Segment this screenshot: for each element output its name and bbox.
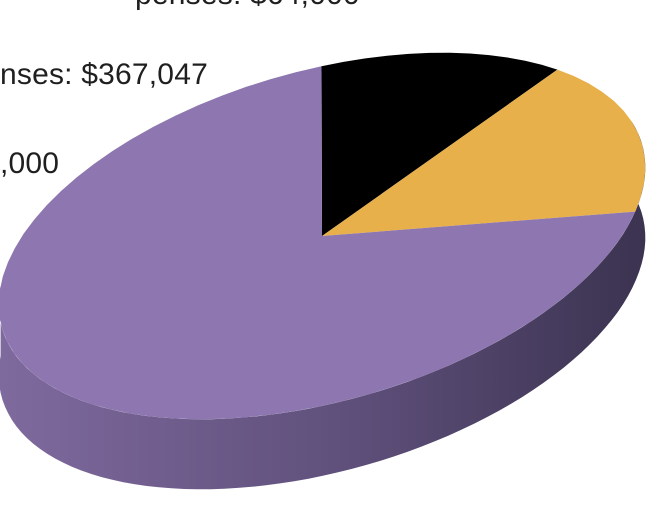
legend-text-line-1: penses: $64,000 <box>135 0 360 12</box>
legend-text-line-2: nses: $367,047 <box>0 58 208 91</box>
pie-top-slices <box>0 52 646 420</box>
slice-orange <box>322 69 646 236</box>
pie-side-wall <box>0 121 646 490</box>
legend-text-line-3: ,000 <box>0 147 60 180</box>
slice-black <box>321 52 558 236</box>
slice-purple <box>0 66 636 420</box>
pie-side-face <box>0 121 646 490</box>
